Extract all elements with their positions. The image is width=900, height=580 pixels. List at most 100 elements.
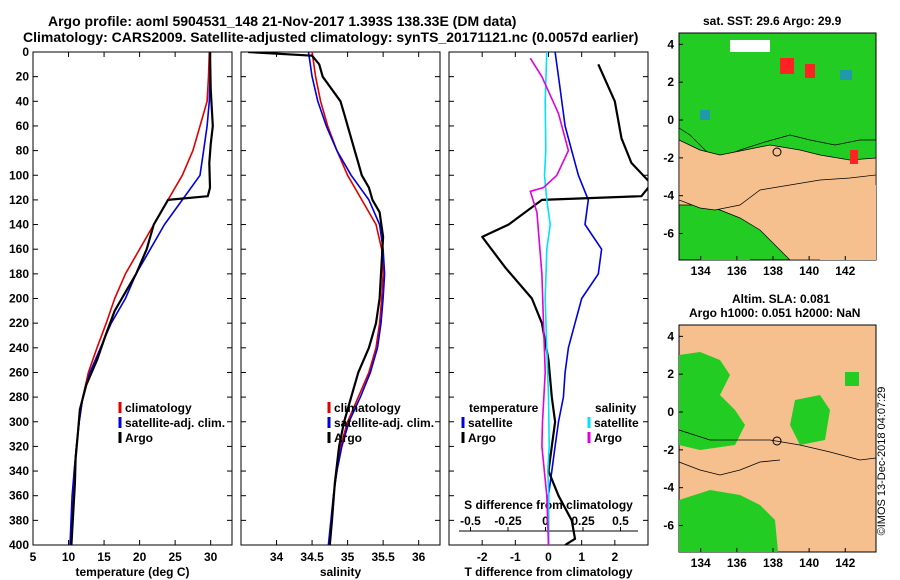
figure-title-line1: Argo profile: aoml 5904531_148 21-Nov-20… — [48, 13, 517, 29]
legend-label-climatology: climatology — [125, 401, 192, 415]
map-top-title: sat. SST: 29.6 Argo: 29.9 — [703, 14, 842, 28]
map-x-tick-label: 140 — [799, 556, 819, 570]
map-sla-argo-marker — [772, 436, 782, 446]
y-tick-label: 240 — [9, 341, 29, 355]
legend-label-argo: Argo — [334, 431, 362, 445]
x-tick-label: 36 — [412, 550, 426, 564]
s-axis-tick-label: 0.5 — [612, 514, 629, 528]
map-sla-green-north — [679, 352, 745, 450]
y-tick-label: 60 — [16, 119, 30, 133]
y-tick-label: 320 — [9, 439, 29, 453]
y-tick-label: 340 — [9, 464, 29, 478]
map-y-tick-label: -6 — [663, 519, 674, 533]
y-tick-label: 300 — [9, 415, 29, 429]
map-sst-warm-patch — [805, 64, 815, 78]
s-axis-tick-label: -0.25 — [494, 514, 522, 528]
y-tick-label: 220 — [9, 316, 29, 330]
y-tick-label: 160 — [9, 242, 29, 256]
map-y-tick-label: -4 — [663, 481, 674, 495]
legend-label-sal-satellite: satellite — [594, 416, 639, 430]
map-y-tick-label: -4 — [663, 189, 674, 203]
y-tick-label: 40 — [16, 94, 30, 108]
map-y-tick-label: 2 — [667, 367, 674, 381]
map-sst-nodata-patch — [730, 40, 770, 52]
map-sla — [678, 324, 877, 553]
map-x-tick-label: 134 — [691, 264, 711, 278]
x-tick-label: 25 — [168, 550, 182, 564]
y-tick-label: 140 — [9, 218, 29, 232]
legend-salinity-heading: salinity — [595, 401, 637, 415]
map-sst-blue-patch — [840, 70, 852, 80]
legend-temperature: climatology satellite-adj. clim. Argo — [118, 401, 225, 445]
s-axis-tick-label: 0.25 — [571, 514, 595, 528]
series-line-satellite-adj-clim- — [69, 52, 211, 545]
map-sst-blue-patch — [700, 110, 710, 120]
s-axis-tick-label: -0.5 — [460, 514, 481, 528]
map-sla-green-south — [679, 490, 778, 552]
map-sst-warm-patch — [780, 58, 794, 74]
x-tick-label: 34.5 — [300, 550, 324, 564]
y-tick-label: 380 — [9, 513, 29, 527]
y-tick-label: 200 — [9, 292, 29, 306]
legend-label-satellite: satellite-adj. clim. — [334, 416, 434, 430]
series-group — [481, 52, 648, 545]
map-y-tick-label: -2 — [663, 443, 674, 457]
x-tick-label: 2 — [611, 550, 618, 564]
series-group — [248, 52, 386, 545]
legend-label-sal-argo: Argo — [594, 431, 622, 445]
series-line-temperature-argo — [481, 63, 648, 545]
x-tick-label: 0 — [545, 550, 552, 564]
map-x-tick-label: 140 — [799, 264, 819, 278]
map-sla-green-centre — [790, 395, 830, 445]
y-tick-label: 80 — [16, 144, 30, 158]
y-tick-label: 280 — [9, 390, 29, 404]
figure-title-line2: Climatology: CARS2009. Satellite-adjuste… — [23, 29, 639, 45]
y-tick-label: 20 — [16, 70, 30, 84]
x-tick-label: 20 — [133, 550, 147, 564]
series-line-temperature-satellite — [547, 52, 603, 545]
series-line-argo — [70, 52, 214, 545]
map-x-tick-label: 138 — [763, 556, 783, 570]
y-tick-label: 180 — [9, 267, 29, 281]
x-tick-label: -1 — [510, 550, 521, 564]
x-tick-label: -2 — [477, 550, 488, 564]
x-axis-label: salinity — [320, 565, 362, 579]
x-tick-label: 15 — [97, 550, 111, 564]
x-axis-label: temperature (deg C) — [75, 565, 189, 579]
y-tick-label: 360 — [9, 489, 29, 503]
series-line-salinity-argo — [529, 57, 570, 545]
map-y-tick-label: 4 — [667, 37, 674, 51]
y-tick-label: 100 — [9, 168, 29, 182]
map-y-tick-label: 0 — [667, 113, 674, 127]
series-group — [69, 52, 214, 545]
x-tick-label: 35 — [341, 550, 355, 564]
legend-label-argo: Argo — [125, 431, 153, 445]
map-y-tick-label: -2 — [663, 151, 674, 165]
legend-salinity: climatology satellite-adj. clim. Argo — [327, 401, 434, 445]
map-sla-green-patch — [845, 372, 859, 386]
map-sst-argo-marker — [772, 147, 782, 157]
map-y-tick-label: 2 — [667, 75, 674, 89]
x-tick-label: 10 — [62, 550, 76, 564]
y-tick-label: 260 — [9, 365, 29, 379]
x-tick-label: 30 — [204, 550, 218, 564]
panel-salinity-frame — [240, 51, 441, 546]
map-sst-land-coast — [678, 139, 877, 211]
series-line-salinity-satellite — [543, 52, 552, 545]
map-x-tick-label: 134 — [691, 556, 711, 570]
legend-label-temp-satellite: satellite — [468, 416, 513, 430]
map-sst-land-patch — [700, 230, 750, 260]
x-axis-label: T difference from climatology — [464, 565, 632, 579]
series-line-climatology — [311, 52, 384, 545]
series-line-climatology — [69, 52, 211, 545]
y-tick-label: 400 — [9, 538, 29, 552]
series-line-satellite-adj-clim- — [307, 52, 386, 545]
map-sla-coast — [678, 429, 877, 461]
s-axis-tick-label: 0 — [542, 514, 549, 528]
map-x-tick-label: 142 — [835, 556, 855, 570]
map-x-tick-label: 136 — [727, 264, 747, 278]
x-tick-label: 34 — [270, 550, 284, 564]
x-tick-label: 5 — [30, 550, 37, 564]
map-sst-land-patch — [820, 185, 876, 260]
